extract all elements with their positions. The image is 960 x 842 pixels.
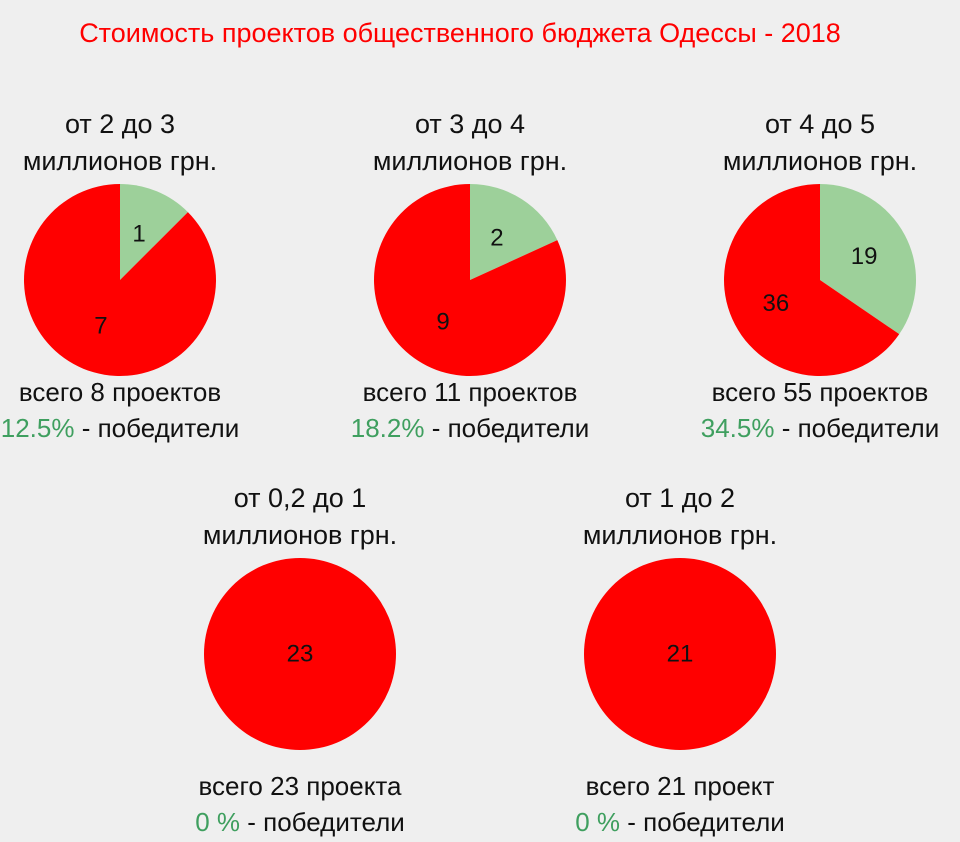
total-projects: всего 8 проектов <box>18 377 222 407</box>
winners-suffix: - победители <box>424 413 590 443</box>
winners-line: 34.5% - победители <box>670 408 960 448</box>
winners-percent: 12.5% <box>0 413 75 443</box>
total-projects: всего 11 проектов <box>362 377 578 407</box>
losers-slice-label: 23 <box>287 641 314 668</box>
total-projects: всего 23 проекта <box>198 771 402 801</box>
range-line-2: миллионов грн. <box>372 146 568 176</box>
winners-line: 12.5% - победители <box>0 408 270 448</box>
pie-panel-1-2m: от 1 до 2 миллионов грн. 21 всего 21 про… <box>530 480 830 842</box>
losers-slice <box>374 184 566 376</box>
chart-title: Стоимость проектов общественного бюджета… <box>79 18 841 48</box>
range-line-2: миллионов грн. <box>22 146 218 176</box>
losers-slice-label: 21 <box>667 641 694 668</box>
range-line-1: от 3 до 4 <box>414 109 526 139</box>
winners-slice-label: 1 <box>132 220 145 247</box>
winners-slice <box>120 184 188 280</box>
winners-line: 0 % - победители <box>150 802 450 842</box>
range-line-1: от 0,2 до 1 <box>233 483 367 513</box>
winners-percent: 0 % <box>575 807 621 837</box>
range-line-2: миллионов грн. <box>722 146 918 176</box>
losers-slice <box>204 558 396 750</box>
losers-slice-label: 9 <box>436 308 449 335</box>
winners-slice-label: 19 <box>851 243 878 270</box>
winners-percent: 0 % <box>195 807 241 837</box>
pie-chart: 23 <box>204 558 396 750</box>
range-line-1: от 2 до 3 <box>64 109 176 139</box>
winners-suffix: - победители <box>74 413 240 443</box>
pie-chart: 17 <box>23 184 217 376</box>
pie-chart: 29 <box>374 184 566 376</box>
total-projects: всего 21 проект <box>585 771 775 801</box>
winners-line: 0 % - победители <box>530 802 830 842</box>
pie-chart: 21 <box>584 558 776 750</box>
losers-slice <box>584 558 776 750</box>
range-line-2: миллионов грн. <box>582 520 778 550</box>
range-line-1: от 4 до 5 <box>764 109 876 139</box>
pie-panel-0.2-1m: от 0,2 до 1 миллионов грн. 23 всего 23 п… <box>150 480 450 842</box>
winners-slice <box>820 184 916 335</box>
winners-suffix: - победители <box>620 807 785 837</box>
losers-slice <box>23 184 217 376</box>
losers-slice-label: 36 <box>762 290 789 317</box>
winners-slice <box>470 184 558 280</box>
pie-panel-4-5m: от 4 до 5 миллионов грн. 19 36 всего 55 п… <box>670 106 960 448</box>
winners-percent: 34.5% <box>700 413 775 443</box>
winners-line: 18.2% - победители <box>320 408 620 448</box>
winners-suffix: - победители <box>774 413 940 443</box>
losers-slice <box>724 184 900 376</box>
losers-slice-label: 7 <box>94 313 107 340</box>
range-line-2: миллионов грн. <box>202 520 398 550</box>
range-line-1: от 1 до 2 <box>624 483 736 513</box>
winners-percent: 18.2% <box>350 413 425 443</box>
winners-slice-label: 2 <box>490 225 503 252</box>
total-projects: всего 55 проектов <box>711 377 929 407</box>
winners-suffix: - победители <box>240 807 405 837</box>
